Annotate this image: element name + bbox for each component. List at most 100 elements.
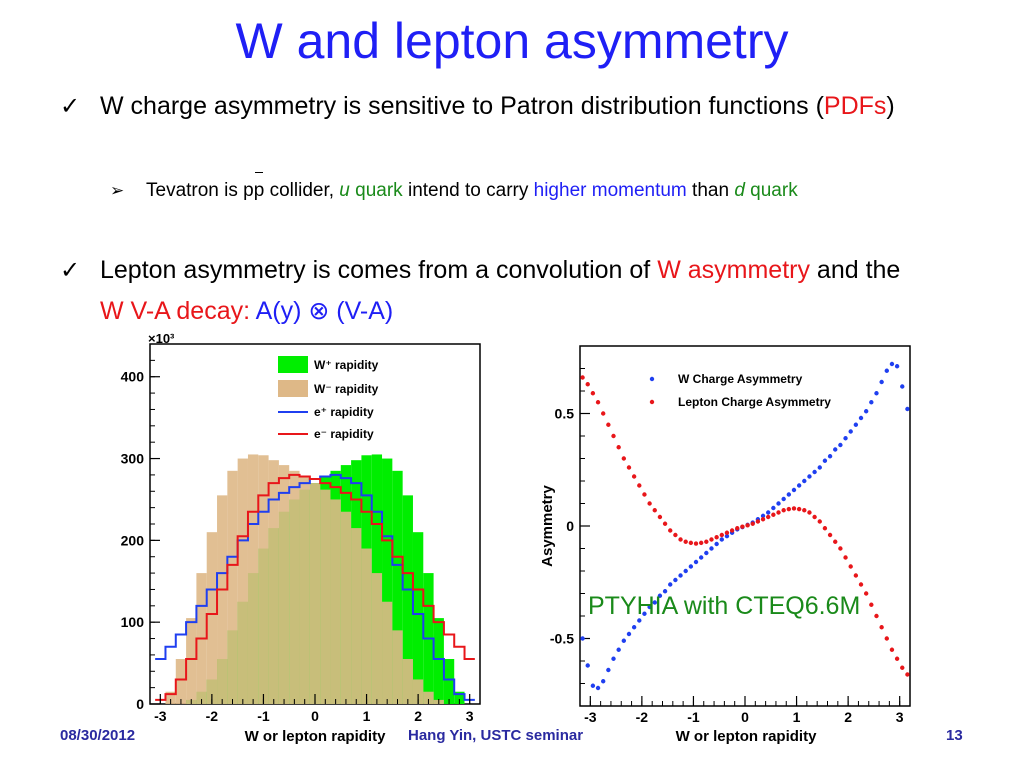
y-multiplier: ×10³	[148, 332, 175, 346]
legend-label-eminus: e⁻ rapidity	[314, 427, 374, 441]
w-asym-point	[760, 513, 766, 519]
lepton-asym-point	[616, 445, 621, 450]
wminus-bar	[227, 470, 238, 704]
y-axis-label: Asymmetry	[539, 484, 556, 566]
bullet-text: Lepton asymmetry is comes from a convolu…	[100, 256, 901, 325]
wminus-bar	[258, 455, 269, 704]
wplus-bar	[433, 618, 444, 704]
lepton-asym-point	[683, 539, 688, 544]
lepton-asym-point	[843, 555, 848, 560]
w-asym-point	[673, 577, 678, 583]
w-asym-point	[595, 685, 601, 691]
lepton-asym-point	[631, 474, 637, 479]
w-asym-point	[802, 478, 807, 484]
legend-label-wplus: W⁺ rapidity	[314, 358, 379, 372]
lepton-asym-point	[657, 514, 663, 520]
legend-label-eplus: e⁺ rapidity	[314, 405, 374, 419]
wminus-bar	[165, 691, 176, 704]
otimes-symbol: ⊗	[308, 297, 330, 325]
x-tick-label: -2	[206, 708, 219, 724]
wplus-bar	[443, 659, 455, 704]
w-asym-point	[631, 625, 637, 630]
w-asym-point	[827, 454, 833, 459]
lepton-asym-point	[719, 532, 724, 538]
lepton-asym-point	[688, 540, 694, 546]
w-asym-point	[833, 447, 838, 452]
lepton-asym-point	[750, 521, 755, 526]
bullet-text: W charge asymmetry is sensitive to Patro…	[100, 92, 895, 120]
wminus-bar	[351, 528, 362, 704]
w-asym-point	[683, 568, 688, 574]
wplus-bar	[454, 691, 465, 704]
lepton-asym-point	[693, 541, 699, 546]
w-asym-point	[585, 663, 590, 668]
w-asym-point	[796, 483, 802, 488]
lepton-asym-point	[791, 506, 797, 511]
x-tick-label: 3	[896, 709, 904, 725]
lepton-asym-point	[745, 523, 750, 528]
w-asym-point	[879, 379, 884, 385]
w-asym-point	[848, 429, 853, 434]
w-asym-point	[580, 636, 585, 641]
x-tick-label: 1	[363, 708, 371, 724]
wminus-bar	[361, 548, 372, 704]
y-tick-label: 300	[121, 451, 145, 467]
w-asym-point	[858, 415, 864, 421]
w-asym-point	[884, 368, 889, 373]
wminus-bar	[330, 499, 341, 704]
lepton-asym-point	[755, 519, 761, 524]
lepton-asym-point	[838, 546, 843, 551]
w-asym-point	[714, 541, 719, 547]
lepton-asym-point	[585, 382, 590, 387]
x-tick-label: -1	[257, 708, 270, 724]
lepton-asym-point	[611, 433, 616, 439]
lepton-asym-point	[848, 564, 853, 569]
lepton-asym-point	[595, 400, 601, 405]
x-tick-label: -3	[584, 709, 597, 725]
lepton-asym-point	[714, 535, 719, 540]
lepton-asym-point	[673, 532, 678, 538]
x-tick-label: 2	[414, 708, 422, 724]
w-asym-point	[791, 487, 797, 493]
w-asym-point	[771, 505, 776, 511]
arrow-bullet-icon: ➢	[110, 181, 125, 200]
eminus-step-line	[155, 473, 475, 701]
pdfs-highlight: PDFs	[823, 92, 887, 120]
y-tick-label: 0	[136, 696, 144, 712]
lepton-asym-point	[900, 665, 905, 670]
x-axis-label: W or lepton rapidity	[245, 728, 386, 745]
y-tick-label: -0.5	[550, 631, 574, 647]
lepton-asym-point	[776, 510, 781, 515]
y-tick-label: 0.5	[555, 406, 575, 422]
w-asym-point	[807, 474, 812, 479]
lepton-asym-point	[853, 573, 859, 578]
x-tick-label: -1	[687, 709, 700, 725]
lepton-asym-point	[889, 647, 895, 652]
w-asym-point	[637, 618, 642, 623]
w-asym-point	[626, 631, 632, 637]
w-asym-point	[719, 537, 724, 542]
y-tick-label: 0	[566, 518, 574, 534]
lepton-asym-point	[580, 375, 585, 380]
wminus-bar	[299, 476, 310, 704]
legend-label-w: W Charge Asymmetry	[678, 372, 803, 386]
wminus-bar	[423, 691, 434, 704]
lepton-asym-point	[781, 508, 786, 513]
wplus-bar	[412, 532, 424, 704]
w-asym-point	[822, 458, 828, 463]
w-asym-point	[611, 656, 616, 661]
footer-author: Hang Yin, USTC seminar	[408, 727, 584, 744]
x-tick-label: -2	[636, 709, 649, 725]
lepton-asym-point	[678, 537, 683, 542]
x-tick-label: 0	[311, 708, 319, 724]
wminus-bar	[289, 470, 300, 704]
lepton-asym-point	[724, 530, 730, 535]
w-asym-point	[668, 582, 673, 587]
w-asym-point	[817, 465, 822, 470]
w-asym-point	[766, 510, 771, 515]
checkmark-icon: ✓	[60, 93, 81, 120]
wminus-bar	[217, 495, 228, 704]
w-asym-point	[657, 593, 663, 598]
w-asym-point	[688, 564, 694, 569]
rapidity-histogram-chart: -3 -2 -1 0 1 2 3 0 100 200 300 400 ×10³ W or lepton…	[121, 332, 481, 745]
